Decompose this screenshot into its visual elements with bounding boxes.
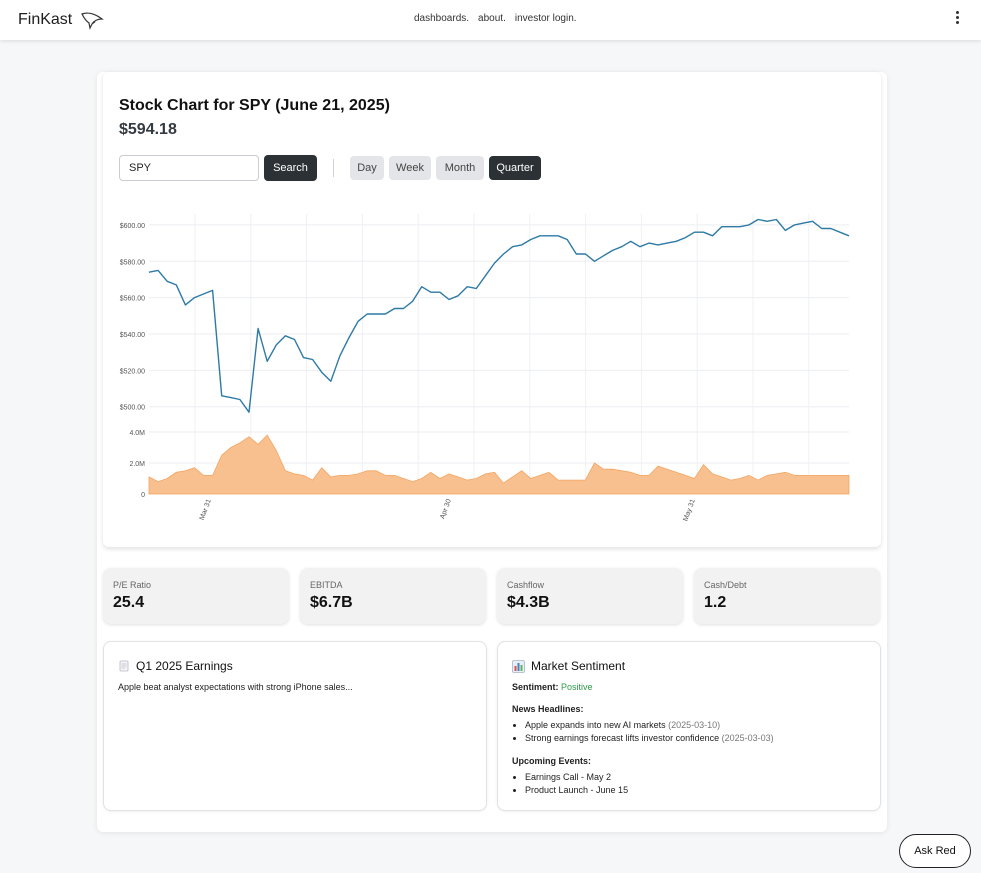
metric-value: 1.2 <box>704 594 727 611</box>
y-tick-label: $540.00 <box>120 332 145 339</box>
more-menu-icon[interactable] <box>950 9 964 29</box>
volume-area <box>148 434 850 495</box>
headlines-title: News Headlines: <box>512 704 584 714</box>
events-heading: Upcoming Events: <box>512 756 591 766</box>
y-tick-label: $600.00 <box>120 223 145 230</box>
x-tick-label: May 31 <box>682 498 696 522</box>
events-list: Earnings Call - May 2 Product Launch - J… <box>525 771 628 797</box>
brand[interactable]: FinKast <box>18 10 105 30</box>
price-line <box>148 218 850 413</box>
range-day-button[interactable]: Day <box>350 156 384 180</box>
y-tick-label: $500.00 <box>120 405 145 412</box>
volume-tick-label: 4.0M <box>129 430 145 437</box>
nav-investor-login[interactable]: investor login. <box>514 13 577 24</box>
headline-text[interactable]: Apple expands into new AI markets <box>525 720 666 730</box>
x-tick-label: Apr 30 <box>439 498 453 520</box>
metric-value: $4.3B <box>507 594 550 611</box>
headline-date: (2025-03-10) <box>668 720 721 730</box>
x-tick-label: Mar 31 <box>199 498 213 521</box>
bird-logo-icon <box>81 12 105 30</box>
range-week-button[interactable]: Week <box>389 156 431 180</box>
metric-value: 25.4 <box>113 594 145 611</box>
bar-chart-icon <box>512 659 525 673</box>
sentiment-label: Sentiment: <box>512 682 559 692</box>
metric-card-cashflow: Cashflow $4.3B <box>497 568 683 624</box>
headline-item: Apple expands into new AI markets (2025-… <box>525 719 774 732</box>
range-month-button[interactable]: Month <box>436 156 484 180</box>
current-price: $594.18 <box>119 121 177 138</box>
main-nav: dashboards. about. investor login. <box>414 13 577 24</box>
y-tick-label: $520.00 <box>120 368 145 375</box>
earnings-title-text: Q1 2025 Earnings <box>136 659 233 673</box>
metric-card-pe: P/E Ratio 25.4 <box>103 568 289 624</box>
toolbar-divider <box>333 159 334 177</box>
sentiment-panel: Market Sentiment Sentiment: Positive New… <box>497 641 881 811</box>
y-tick-label: $580.00 <box>120 259 145 266</box>
metric-label: P/E Ratio <box>113 580 152 590</box>
headline-item: Strong earnings forecast lifts investor … <box>525 732 774 745</box>
events-title: Upcoming Events: <box>512 756 592 766</box>
sentiment-line: Sentiment: Positive <box>512 682 593 692</box>
ask-red-button[interactable]: Ask Red <box>899 834 971 868</box>
stock-chart-card: Stock Chart for SPY (June 21, 2025) $594… <box>103 72 881 547</box>
search-button[interactable]: Search <box>264 155 317 181</box>
metric-label: EBITDA <box>310 580 343 590</box>
top-navbar: FinKast dashboards. about. investor logi… <box>0 0 981 40</box>
y-tick-label: $560.00 <box>120 296 145 303</box>
metric-card-cash-debt: Cash/Debt 1.2 <box>694 568 880 624</box>
volume-tick-label: 0 <box>141 492 145 499</box>
nav-about[interactable]: about. <box>478 13 506 24</box>
sentiment-title-text: Market Sentiment <box>531 659 626 673</box>
metric-label: Cashflow <box>507 580 545 590</box>
sentiment-title: Market Sentiment <box>512 659 625 673</box>
earnings-title: Q1 2025 Earnings <box>118 659 233 673</box>
metric-label: Cash/Debt <box>704 580 747 590</box>
event-item: Earnings Call - May 2 <box>525 771 628 784</box>
ticker-search-input[interactable] <box>119 155 259 181</box>
stock-price-chart[interactable]: $500.00 $520.00 $540.00 $560.00 $580.00 $600.… <box>103 212 881 532</box>
volume-tick-label: 2.0M <box>129 461 145 468</box>
document-icon <box>119 660 129 672</box>
main-card: Stock Chart for SPY (June 21, 2025) $594… <box>97 72 887 832</box>
earnings-panel: Q1 2025 Earnings Apple beat analyst expe… <box>103 641 487 811</box>
event-item: Product Launch - June 15 <box>525 784 628 797</box>
brand-name[interactable]: FinKast <box>18 11 73 28</box>
range-quarter-button[interactable]: Quarter <box>489 156 541 180</box>
earnings-summary: Apple beat analyst expectations with str… <box>118 682 353 692</box>
page-title: Stock Chart for SPY (June 21, 2025) <box>119 97 390 114</box>
headlines-heading: News Headlines: <box>512 704 584 714</box>
nav-dashboards[interactable]: dashboards. <box>414 13 470 24</box>
headline-text[interactable]: Strong earnings forecast lifts investor … <box>525 733 720 743</box>
sentiment-value: Positive <box>561 682 593 692</box>
headline-date: (2025-03-03) <box>721 733 774 743</box>
metric-card-ebitda: EBITDA $6.7B <box>300 568 486 624</box>
headlines-list: Apple expands into new AI markets (2025-… <box>525 719 774 745</box>
metric-value: $6.7B <box>310 594 353 611</box>
